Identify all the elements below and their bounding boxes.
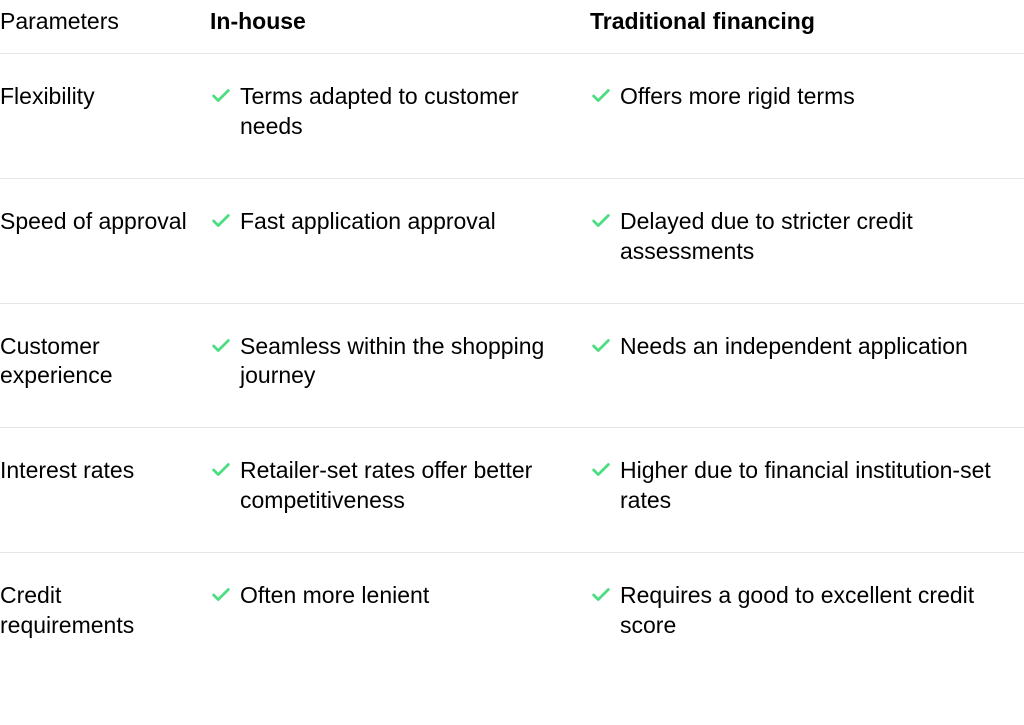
header-in-house: In-house xyxy=(210,8,590,35)
row-in-house: Fast application approval xyxy=(210,207,590,237)
in-house-text: Fast application approval xyxy=(240,207,496,237)
in-house-text: Seamless within the shopping journey xyxy=(240,332,560,392)
header-in-house-label: In-house xyxy=(210,8,306,35)
header-parameters: Parameters xyxy=(0,8,210,35)
param-label: Interest rates xyxy=(0,457,134,483)
traditional-text: Higher due to financial institution-set … xyxy=(620,456,1024,516)
row-param: Interest rates xyxy=(0,456,210,486)
header-parameters-label: Parameters xyxy=(0,8,119,34)
header-traditional-label: Traditional financing xyxy=(590,8,815,35)
row-traditional: Offers more rigid terms xyxy=(590,82,1024,112)
row-in-house: Often more lenient xyxy=(210,581,590,611)
row-traditional: Delayed due to stricter credit assessmen… xyxy=(590,207,1024,267)
row-traditional: Needs an independent application xyxy=(590,332,1024,362)
param-label: Customer experience xyxy=(0,333,113,389)
check-icon xyxy=(590,335,612,357)
row-param: Speed of approval xyxy=(0,207,210,237)
check-icon xyxy=(590,459,612,481)
traditional-text: Needs an independent application xyxy=(620,332,968,362)
row-in-house: Seamless within the shopping journey xyxy=(210,332,590,392)
param-label: Speed of approval xyxy=(0,208,187,234)
row-param: Customer experience xyxy=(0,332,210,392)
row-traditional: Higher due to financial institution-set … xyxy=(590,456,1024,516)
check-icon xyxy=(210,335,232,357)
check-icon xyxy=(590,584,612,606)
traditional-text: Delayed due to stricter credit assessmen… xyxy=(620,207,1024,267)
check-icon xyxy=(210,210,232,232)
param-label: Flexibility xyxy=(0,83,95,109)
in-house-text: Retailer-set rates offer better competit… xyxy=(240,456,560,516)
in-house-text: Often more lenient xyxy=(240,581,429,611)
in-house-text: Terms adapted to customer needs xyxy=(240,82,560,142)
check-icon xyxy=(210,584,232,606)
check-icon xyxy=(590,85,612,107)
check-icon xyxy=(590,210,612,232)
table-row: Speed of approval Fast application appro… xyxy=(0,179,1024,304)
table-row: Customer experience Seamless within the … xyxy=(0,304,1024,429)
row-in-house: Terms adapted to customer needs xyxy=(210,82,590,142)
table-row: Interest rates Retailer-set rates offer … xyxy=(0,428,1024,553)
comparison-table: Parameters In-house Traditional financin… xyxy=(0,0,1024,677)
traditional-text: Offers more rigid terms xyxy=(620,82,855,112)
table-row: Credit requirements Often more lenient R… xyxy=(0,553,1024,677)
row-in-house: Retailer-set rates offer better competit… xyxy=(210,456,590,516)
table-row: Flexibility Terms adapted to customer ne… xyxy=(0,54,1024,179)
param-label: Credit requirements xyxy=(0,582,134,638)
row-traditional: Requires a good to excellent credit scor… xyxy=(590,581,1024,641)
traditional-text: Requires a good to excellent credit scor… xyxy=(620,581,1024,641)
row-param: Credit requirements xyxy=(0,581,210,641)
header-traditional: Traditional financing xyxy=(590,8,1024,35)
table-header-row: Parameters In-house Traditional financin… xyxy=(0,0,1024,54)
row-param: Flexibility xyxy=(0,82,210,112)
check-icon xyxy=(210,85,232,107)
check-icon xyxy=(210,459,232,481)
